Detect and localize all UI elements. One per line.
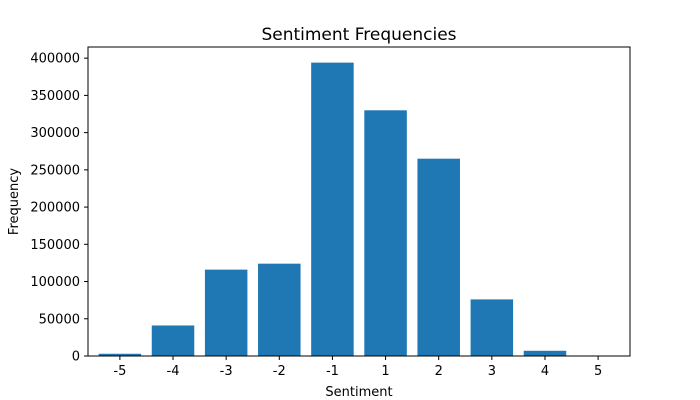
y-axis-label: Frequency xyxy=(7,168,22,235)
x-tick-label: -1 xyxy=(326,364,339,379)
bar--1 xyxy=(311,62,354,356)
x-tick-label: 4 xyxy=(541,364,549,379)
y-tick-label: 200000 xyxy=(30,201,80,216)
y-tick-label: 0 xyxy=(72,350,80,365)
x-tick-label: -5 xyxy=(113,364,126,379)
y-tick-label: 150000 xyxy=(30,238,80,253)
bar--3 xyxy=(204,269,248,356)
bar-4 xyxy=(523,350,567,356)
bar--5 xyxy=(98,353,142,356)
bar-1 xyxy=(364,110,407,356)
x-axis-label: Sentiment xyxy=(325,385,392,400)
x-tick-label: 3 xyxy=(488,364,496,379)
bar-3 xyxy=(470,299,514,356)
chart-title: Sentiment Frequencies xyxy=(261,25,456,45)
y-tick-label: 350000 xyxy=(30,89,80,104)
x-tick-label: 2 xyxy=(435,364,443,379)
x-tick-label: -3 xyxy=(220,364,233,379)
x-tick-label: 1 xyxy=(381,364,389,379)
y-tick-label: 400000 xyxy=(30,52,80,67)
x-tick-label: -2 xyxy=(273,364,286,379)
x-axis-ticks: -5 -4 -3 -2 -1 1 2 3 4 5 xyxy=(113,356,602,379)
x-tick-label: 5 xyxy=(594,364,602,379)
bar--2 xyxy=(258,263,301,356)
y-tick-label: 50000 xyxy=(39,312,80,327)
x-tick-label: -4 xyxy=(167,364,180,379)
bars-layer xyxy=(98,62,620,356)
y-tick-label: 300000 xyxy=(30,126,80,141)
plot-frame xyxy=(87,46,631,357)
y-tick-label: 100000 xyxy=(30,275,80,290)
bar--4 xyxy=(151,325,195,356)
y-tick-label: 250000 xyxy=(30,163,80,178)
bar-2 xyxy=(417,158,460,356)
y-axis-ticks: 0 50000 100000 150000 200000 250000 300000 3500… xyxy=(30,52,88,365)
